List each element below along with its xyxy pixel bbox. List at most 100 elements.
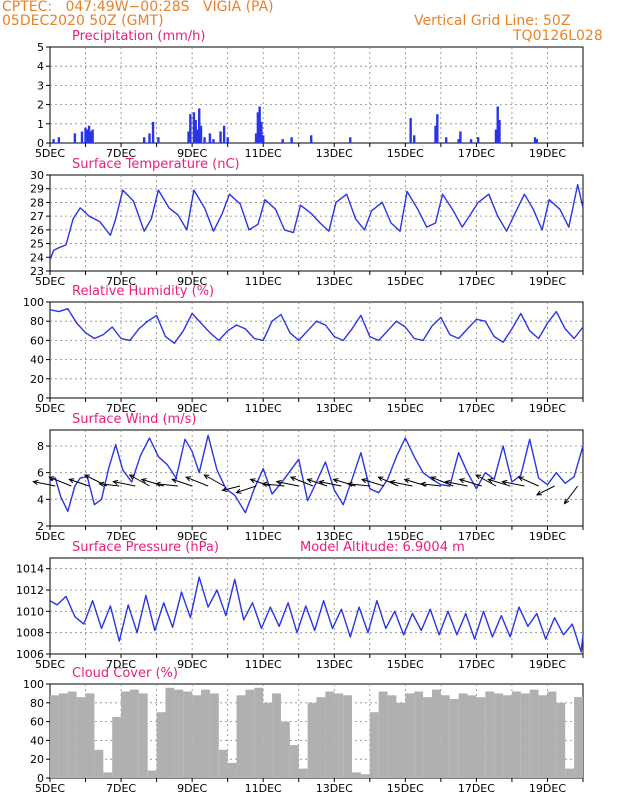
x-tick-label: 11DEC	[245, 275, 282, 288]
x-tick-label: 15DEC	[387, 275, 424, 288]
wind-vector	[99, 483, 120, 487]
precip-bar	[189, 114, 192, 143]
y-tick-label: 80	[30, 697, 44, 710]
precip-bar	[52, 139, 55, 143]
cloud-bar	[58, 693, 68, 778]
wind-vector	[564, 485, 579, 504]
precip-bar	[148, 133, 151, 143]
wind-vector-head	[487, 478, 494, 484]
cloud-bar	[129, 689, 139, 778]
y-tick-label: 27	[30, 210, 44, 223]
x-tick-label: 5DEC	[35, 530, 65, 543]
wind-vector	[290, 476, 314, 487]
x-tick-label: 19DEC	[529, 782, 566, 795]
precip-bar	[457, 139, 460, 143]
cloud-bar	[387, 695, 397, 778]
cloud-bar	[183, 691, 193, 778]
wind-vector	[113, 481, 136, 487]
cloud-bar	[547, 691, 557, 778]
humidity-panel: 0 20 40 60 80 100 5DEC 7DEC 9DEC 11DEC 13DEC 15DEC 1…	[23, 284, 584, 415]
cloud-bar	[280, 721, 290, 778]
cloud-bar	[405, 693, 415, 778]
wind-vector	[502, 481, 525, 487]
x-tick-label: 17DEC	[458, 402, 495, 415]
cloud-bar	[378, 691, 388, 778]
wind-line	[49, 434, 584, 514]
x-tick-label: 17DEC	[458, 658, 495, 671]
x-tick-label: 13DEC	[316, 658, 353, 671]
cloud-bar	[263, 702, 273, 778]
x-tick-label: 19DEC	[529, 530, 566, 543]
precip-bar	[198, 108, 201, 143]
y-tick-label: 40	[30, 734, 44, 747]
cloud-bar	[147, 770, 157, 778]
wind-vector-head	[112, 479, 119, 486]
x-tick-label: 15DEC	[387, 147, 424, 160]
precip-bar	[84, 127, 87, 143]
y-tick-label: 1014	[16, 563, 44, 576]
wind-vector	[378, 476, 399, 487]
cloud-bar	[414, 691, 424, 778]
y-tick-label: 3	[37, 79, 44, 92]
x-tick-label: 19DEC	[529, 658, 566, 671]
cloud-bar	[76, 697, 86, 778]
precip-bar	[222, 125, 226, 143]
precip-bar	[309, 135, 313, 143]
wind-vector-head	[318, 479, 325, 486]
cloud-bar	[423, 697, 432, 778]
wind-vector-head	[235, 488, 242, 494]
pressure-title: Surface Pressure (hPa)	[72, 540, 219, 555]
wind-vector-head	[128, 474, 135, 480]
cloud-bar	[94, 749, 104, 778]
humidity-line	[49, 308, 584, 344]
x-tick-label: 11DEC	[245, 402, 282, 415]
cloud-bar	[50, 695, 59, 778]
wind-vector	[488, 478, 511, 487]
cloud-bar	[565, 768, 575, 778]
x-tick-label: 9DEC	[177, 530, 207, 543]
cloud-bar	[236, 695, 246, 778]
wind-vector	[475, 474, 497, 487]
y-tick-label: 4	[37, 493, 44, 506]
wind-vector-head	[332, 478, 339, 484]
precip-bar	[157, 137, 160, 143]
pressure-annotation: Model Altitude: 6.9004 m	[300, 540, 465, 555]
precip-bar	[262, 135, 265, 143]
x-tick-label: 7DEC	[106, 530, 136, 543]
wind-vector-head	[517, 476, 524, 482]
wind-vector-head	[98, 481, 105, 487]
temperature-frame	[49, 174, 584, 272]
precip-bar	[187, 131, 190, 143]
precip-bar	[281, 139, 284, 143]
x-tick-label: 17DEC	[458, 530, 495, 543]
precip-bar	[194, 119, 197, 143]
precip-bar	[212, 139, 215, 143]
pressure-panel: 1006 1008 1010 1012 1014 5DEC 7DEC 9DEC 11DEC 13D…	[16, 540, 584, 671]
temperature-title: Surface Temperature (nC)	[72, 157, 240, 172]
precip-bar	[494, 129, 498, 143]
x-tick-label: 11DEC	[245, 147, 282, 160]
header-location: CPTEC: 047:49W−00:28S VIGIA (PA)	[2, 0, 274, 15]
cloud-bar	[352, 772, 361, 778]
wind-vector-head	[68, 478, 75, 484]
precip-bar	[254, 133, 258, 143]
x-tick-label: 11DEC	[245, 530, 282, 543]
wind-vector-head	[261, 481, 268, 487]
humidity-title: Relative Humidity (%)	[72, 284, 214, 299]
cloud-bar	[316, 697, 326, 778]
x-tick-label: 7DEC	[106, 402, 136, 415]
cloud-bar	[343, 695, 353, 778]
y-tick-label: 4	[37, 60, 44, 73]
x-tick-label: 7DEC	[106, 658, 136, 671]
header-grid-note: Vertical Grid Line: 50Z	[414, 13, 571, 29]
x-tick-label: 9DEC	[177, 147, 207, 160]
wind-vector	[155, 483, 178, 487]
x-tick-label: 9DEC	[177, 275, 207, 288]
wind-vector-head	[203, 474, 210, 480]
x-tick-label: 15DEC	[387, 782, 424, 795]
cloud-bar	[431, 689, 441, 778]
precip-bar	[258, 106, 261, 143]
x-tick-label: 5DEC	[35, 275, 65, 288]
wind-vector-head	[140, 478, 147, 484]
x-tick-label: 17DEC	[458, 275, 495, 288]
